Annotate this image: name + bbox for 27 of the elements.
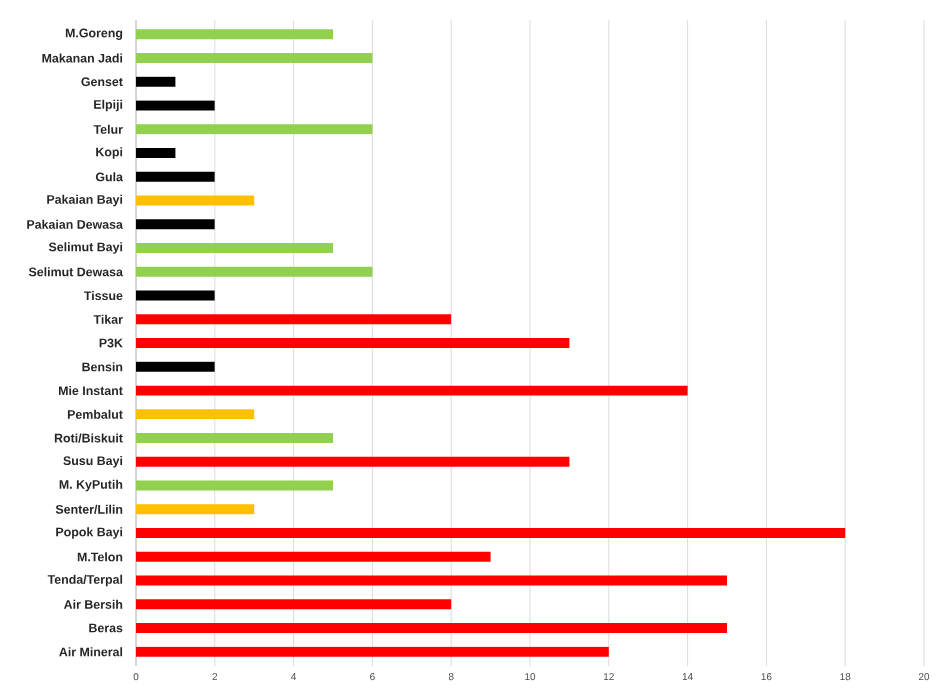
- bar: [136, 338, 570, 349]
- bar: [136, 456, 570, 467]
- bar: [136, 480, 333, 491]
- bar: [136, 409, 255, 420]
- bar: [136, 29, 333, 40]
- bar: [136, 551, 491, 562]
- bar: [136, 433, 333, 444]
- bar: [136, 290, 215, 301]
- bar: [136, 361, 215, 372]
- bar: [136, 575, 727, 586]
- bar: [136, 599, 452, 610]
- bar: [136, 266, 373, 277]
- bar: [136, 528, 846, 539]
- bar: [136, 53, 373, 64]
- bar: [136, 314, 452, 325]
- bar: [136, 148, 176, 159]
- bar: [136, 385, 688, 396]
- bar: [136, 504, 255, 515]
- bar: [136, 171, 215, 182]
- bar: [136, 219, 215, 230]
- bar: [136, 124, 373, 135]
- bar: [136, 646, 609, 657]
- bar: [136, 243, 333, 254]
- bar: [136, 623, 727, 634]
- bar: [136, 195, 255, 206]
- bar: [136, 100, 215, 111]
- bar: [136, 76, 176, 87]
